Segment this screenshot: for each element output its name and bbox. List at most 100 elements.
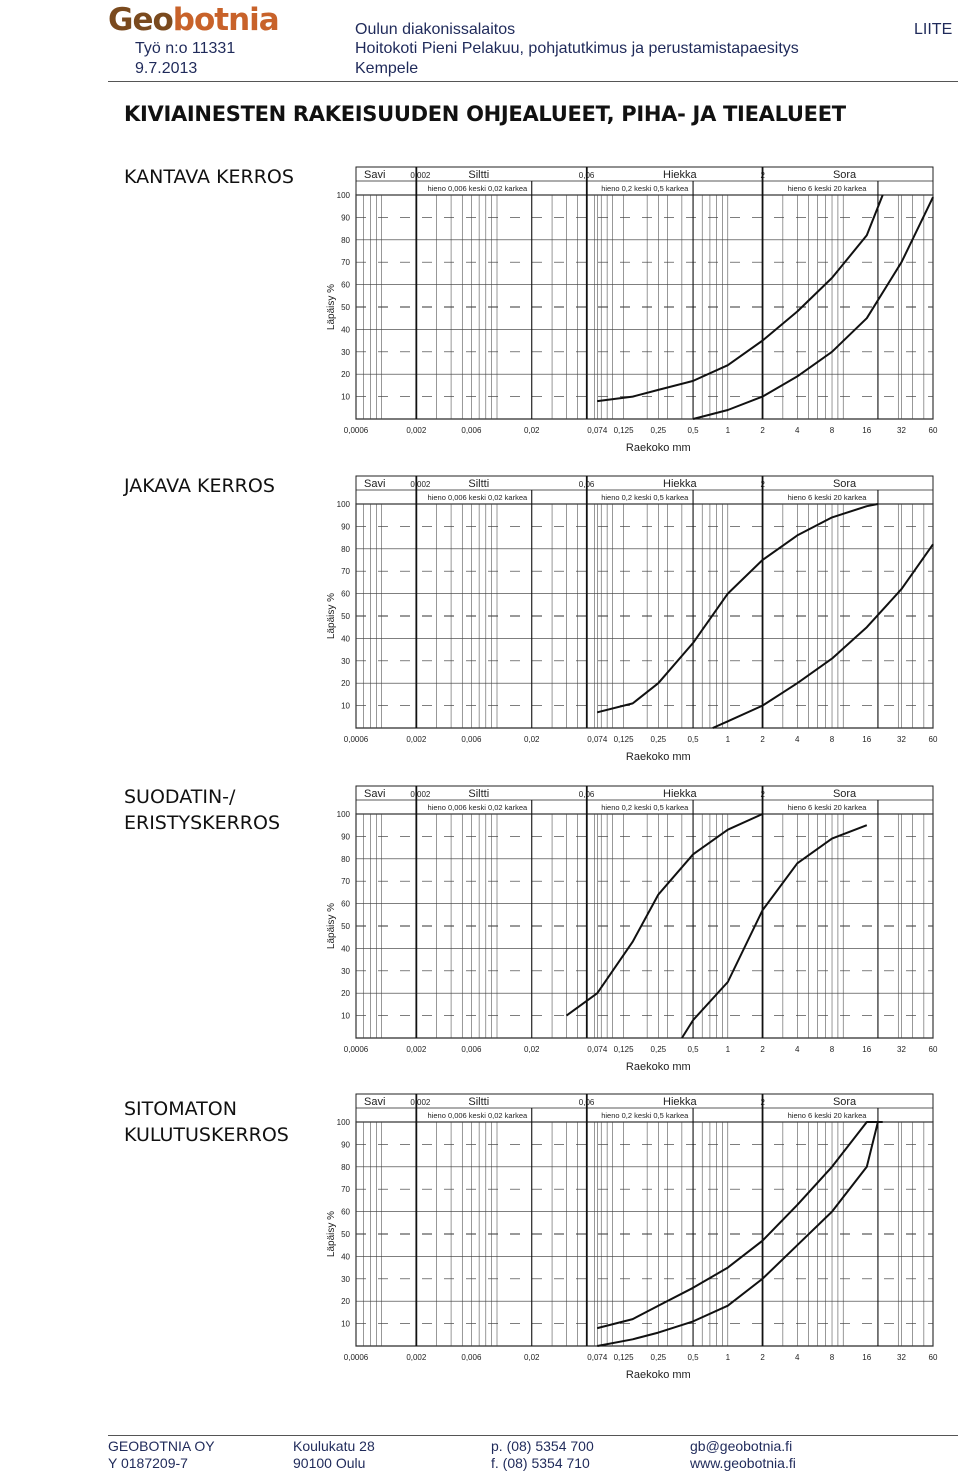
y-tick-label: 80 (341, 236, 350, 245)
y-tick-label: 100 (337, 191, 351, 200)
fraction-sora-sub: hieno 6 keski 20 karkea (788, 493, 868, 502)
x-tick-label: 0,02 (524, 735, 540, 744)
y-tick-label: 20 (341, 1297, 350, 1306)
x-tick-label: 16 (862, 1045, 871, 1054)
x-tick-label: 0,002 (406, 735, 427, 744)
x-tick-label: 60 (929, 1045, 938, 1054)
fraction-siltti: Siltti (468, 478, 489, 490)
x-tick-label: 60 (929, 735, 938, 744)
grading-limit-curve-1 (597, 1121, 883, 1330)
x-tick-label: 0,006 (461, 1353, 482, 1362)
x-tick-label: 0,074 (587, 1353, 608, 1362)
y-tick-label: 70 (341, 258, 350, 267)
x-tick-label: 8 (830, 1353, 835, 1362)
x-axis-label: Raekoko mm (626, 1061, 691, 1073)
x-tick-label: 0,125 (614, 1353, 635, 1362)
fraction-sora: Sora (833, 478, 857, 490)
geobotnia-logo: Geobotnia (108, 2, 280, 38)
footer-company: GEOBOTNIA OY (108, 1438, 215, 1454)
x-tick-label: 60 (929, 426, 938, 435)
y-tick-label: 40 (341, 944, 350, 953)
footer-email[interactable]: gb@geobotnia.fi (690, 1438, 793, 1454)
fraction-siltti: Siltti (468, 169, 489, 181)
y-tick-label: 20 (341, 370, 350, 379)
y-tick-label: 90 (341, 1140, 350, 1149)
x-tick-label: 0,25 (651, 1045, 667, 1054)
x-tick-label: 0,02 (524, 1353, 540, 1362)
y-tick-label: 40 (341, 325, 350, 334)
y-tick-label: 70 (341, 567, 350, 576)
project-location: Kempele (355, 60, 419, 77)
x-tick-label: 0,006 (461, 426, 482, 435)
y-tick-label: 30 (341, 348, 350, 357)
fraction-siltti: Siltti (468, 1096, 489, 1108)
y-tick-label: 10 (341, 702, 350, 711)
y-tick-label: 50 (341, 922, 350, 931)
footer-vat: Y 0187209-7 (108, 1455, 188, 1471)
x-tick-label: 0,5 (688, 426, 700, 435)
y-tick-label: 80 (341, 545, 350, 554)
fraction-sora: Sora (833, 169, 857, 181)
x-tick-label: 8 (830, 426, 835, 435)
x-tick-label: 0,002 (406, 426, 427, 435)
x-axis-label: Raekoko mm (626, 751, 691, 763)
fraction-hiekka-sub: hieno 0,2 keski 0,5 karkea (601, 803, 689, 812)
y-tick-label: 50 (341, 1230, 350, 1239)
fraction-siltti-sub: hieno 0,006 keski 0,02 karkea (428, 184, 528, 193)
fraction-hiekka: Hiekka (663, 1096, 698, 1108)
fraction-boundary-0002: 0,002 (410, 171, 431, 180)
y-tick-label: 10 (341, 393, 350, 402)
x-tick-label: 0,002 (406, 1353, 427, 1362)
y-tick-label: 60 (341, 590, 350, 599)
fraction-siltti: Siltti (468, 788, 489, 800)
y-tick-label: 10 (341, 1012, 350, 1021)
x-tick-label: 4 (795, 426, 800, 435)
grading-limit-curve-2 (712, 543, 934, 729)
x-tick-label: 4 (795, 1045, 800, 1054)
page-title: KIVIAINESTEN RAKEISUUDEN OHJEALUEET, PIH… (124, 102, 846, 126)
x-tick-label: 0,006 (461, 735, 482, 744)
x-tick-label: 2 (760, 735, 765, 744)
report-date: 9.7.2013 (135, 60, 198, 77)
footer-phone: p. (08) 5354 700 (491, 1438, 594, 1454)
x-tick-label: 32 (897, 1353, 906, 1362)
client-name: Oulun diakonissalaitos (355, 21, 516, 38)
y-tick-label: 50 (341, 612, 350, 621)
x-tick-label: 0,002 (406, 1045, 427, 1054)
y-tick-label: 90 (341, 213, 350, 222)
x-tick-label: 2 (760, 1353, 765, 1362)
y-tick-label: 60 (341, 900, 350, 909)
fraction-siltti-sub: hieno 0,006 keski 0,02 karkea (428, 493, 528, 502)
y-tick-label: 50 (341, 303, 350, 312)
fraction-hiekka: Hiekka (663, 169, 698, 181)
x-tick-label: 60 (929, 1353, 938, 1362)
y-tick-label: 100 (337, 1118, 351, 1127)
x-tick-label: 0,0006 (344, 1353, 369, 1362)
grading-limit-curve-2 (681, 824, 868, 1039)
x-tick-label: 0,074 (587, 426, 608, 435)
y-tick-label: 20 (341, 989, 350, 998)
y-tick-label: 20 (341, 679, 350, 688)
x-tick-label: 0,074 (587, 735, 608, 744)
x-tick-label: 0,5 (688, 735, 700, 744)
y-tick-label: 10 (341, 1320, 350, 1329)
fraction-boundary-0002: 0,002 (410, 480, 431, 489)
footer-website[interactable]: www.geobotnia.fi (690, 1455, 796, 1471)
x-tick-label: 32 (897, 1045, 906, 1054)
x-tick-label: 16 (862, 426, 871, 435)
grading-limit-curve-2 (692, 196, 934, 420)
x-tick-label: 0,0006 (344, 1045, 369, 1054)
x-tick-label: 0,02 (524, 1045, 540, 1054)
x-tick-label: 0,074 (587, 1045, 608, 1054)
y-tick-label: 100 (337, 810, 351, 819)
x-tick-label: 0,25 (651, 735, 667, 744)
chart-title-4: SITOMATON KULUTUSKERROS (124, 1098, 289, 1146)
y-tick-label: 40 (341, 634, 350, 643)
y-axis-label: Läpäisy % (326, 903, 337, 949)
y-tick-label: 60 (341, 1208, 350, 1217)
fraction-hiekka-sub: hieno 0,2 keski 0,5 karkea (601, 1111, 689, 1120)
fraction-hiekka: Hiekka (663, 478, 698, 490)
